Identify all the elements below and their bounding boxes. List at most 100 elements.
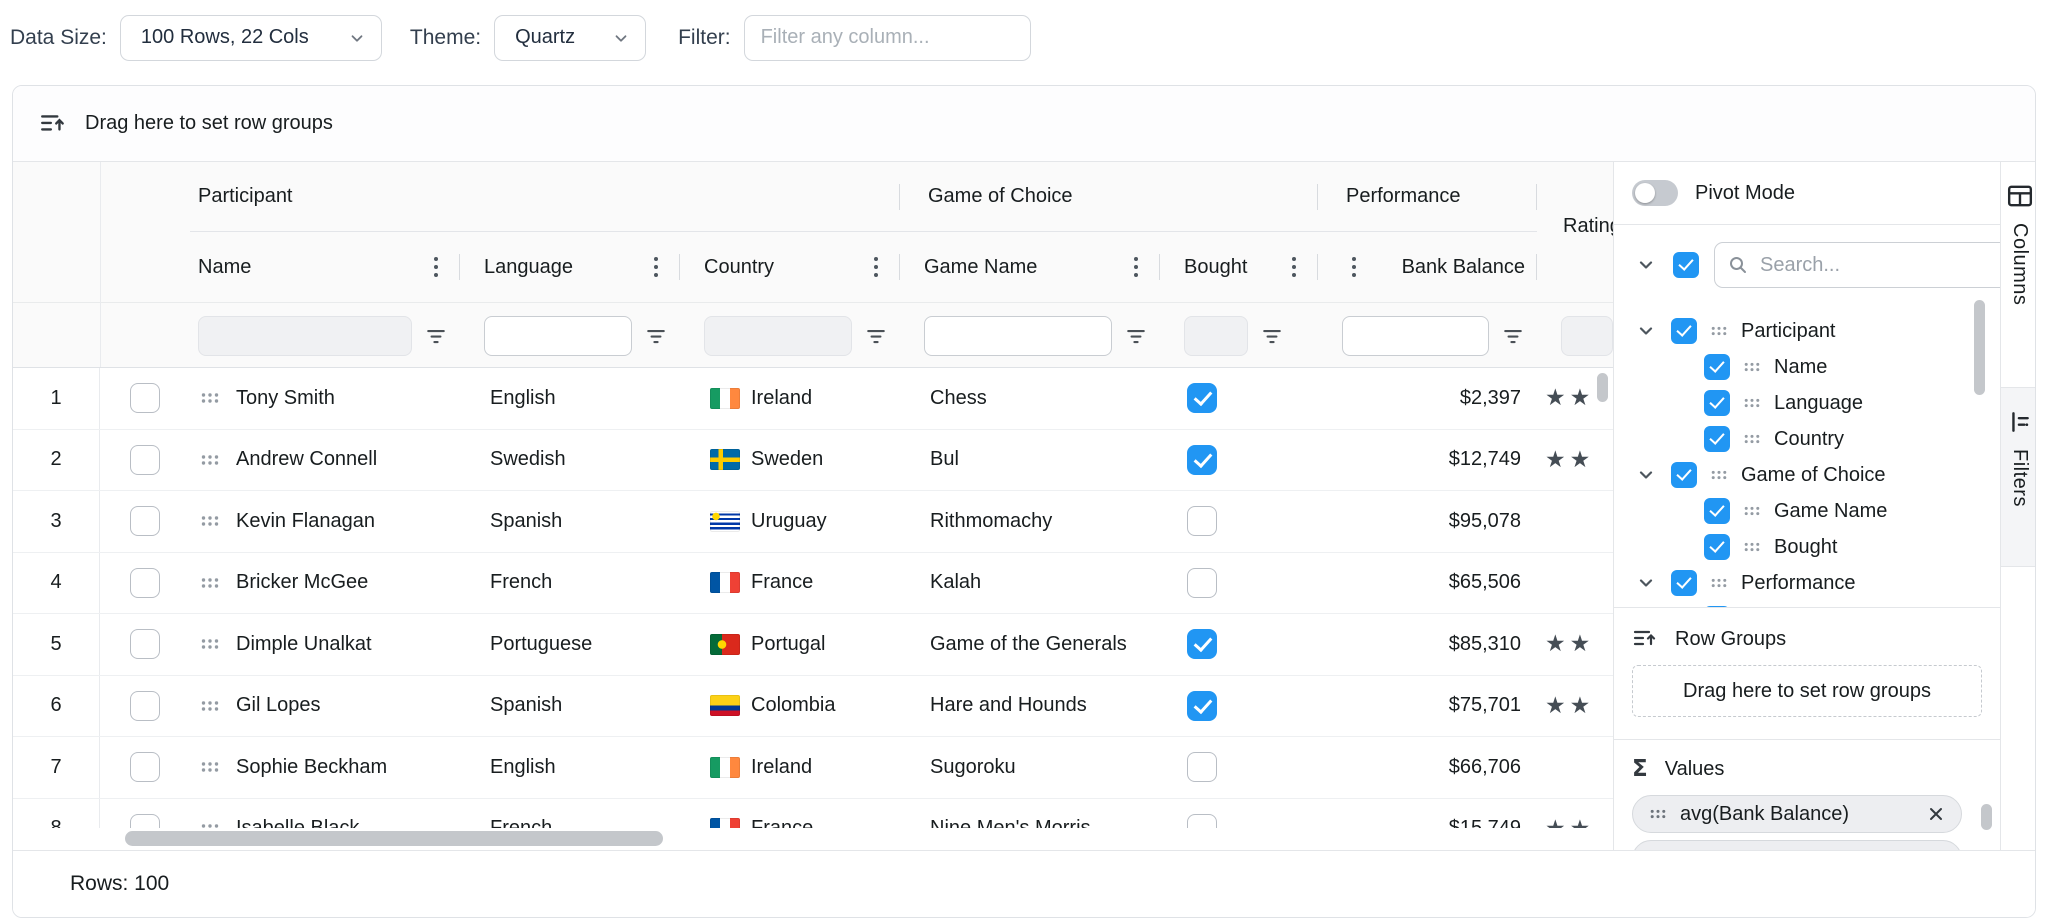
column-visibility-checkbox[interactable]: [1704, 354, 1730, 380]
header-country[interactable]: Country: [680, 232, 900, 302]
column-search-input[interactable]: [1758, 252, 2000, 278]
values-scrollbar-thumb[interactable]: [1981, 804, 1992, 830]
value-chip[interactable]: avg(Rating): [1632, 840, 1962, 850]
column-tree-item[interactable]: Performance: [1614, 565, 2000, 601]
column-tree-item[interactable]: Country: [1614, 421, 2000, 457]
bank-balance-filter-input[interactable]: [1342, 315, 1489, 356]
bought-checkbox[interactable]: [1187, 383, 1217, 414]
group-header-participant[interactable]: Participant: [190, 162, 900, 232]
column-drag-handle[interactable]: [1743, 539, 1761, 555]
value-chip[interactable]: avg(Bank Balance): [1632, 795, 1962, 833]
bought-checkbox[interactable]: [1187, 690, 1217, 721]
row-drag-handle[interactable]: [200, 574, 220, 592]
column-menu-icon[interactable]: [424, 265, 448, 269]
game-name-filter-input[interactable]: [924, 315, 1112, 356]
column-menu-icon[interactable]: [1282, 265, 1306, 269]
column-drag-handle[interactable]: [1743, 395, 1761, 411]
bought-checkbox[interactable]: [1187, 506, 1217, 537]
column-drag-handle[interactable]: [1743, 503, 1761, 519]
close-icon[interactable]: [1927, 805, 1945, 823]
row-checkbox[interactable]: [130, 444, 160, 475]
horizontal-scrollbar[interactable]: [13, 828, 1613, 850]
column-tree-item[interactable]: Bought: [1614, 529, 2000, 565]
row-checkbox[interactable]: [130, 567, 160, 598]
chip-drag-handle[interactable]: [1649, 806, 1667, 822]
column-drag-handle[interactable]: [1710, 575, 1728, 591]
column-visibility-checkbox[interactable]: [1671, 570, 1697, 596]
group-header-game-of-choice[interactable]: Game of Choice: [900, 162, 1318, 232]
row-drag-handle[interactable]: [200, 635, 220, 653]
column-visibility-checkbox[interactable]: [1671, 462, 1697, 488]
vertical-scrollbar-thumb[interactable]: [1597, 373, 1608, 402]
horizontal-scrollbar-thumb[interactable]: [125, 831, 663, 846]
column-drag-handle[interactable]: [1743, 431, 1761, 447]
theme-select[interactable]: Quartz: [494, 14, 647, 61]
column-visibility-checkbox[interactable]: [1671, 318, 1697, 344]
column-drag-handle[interactable]: [1710, 467, 1728, 483]
row-drag-handle[interactable]: [200, 697, 220, 715]
row-checkbox[interactable]: [130, 383, 160, 414]
column-drag-handle[interactable]: [1710, 323, 1728, 339]
header-bought[interactable]: Bought: [1160, 232, 1318, 302]
column-visibility-checkbox[interactable]: [1704, 534, 1730, 560]
bought-checkbox[interactable]: [1187, 629, 1217, 660]
bought-filter-input[interactable]: [1184, 315, 1248, 356]
bought-checkbox[interactable]: [1187, 752, 1217, 783]
group-header-performance[interactable]: Performance: [1318, 162, 1537, 232]
tree-scrollbar-thumb[interactable]: [1974, 300, 1985, 395]
column-visibility-checkbox[interactable]: [1704, 606, 1730, 607]
filter-icon[interactable]: [1112, 325, 1160, 347]
tab-columns[interactable]: Columns: [2001, 162, 2035, 387]
row-checkbox[interactable]: [130, 506, 160, 537]
column-tree-item[interactable]: [1614, 601, 2000, 607]
language-filter-input[interactable]: [484, 315, 632, 356]
row-drag-handle[interactable]: [200, 512, 220, 530]
row-checkbox[interactable]: [130, 813, 160, 828]
chevron-down-icon[interactable]: [1636, 321, 1658, 341]
chevron-down-icon[interactable]: [1636, 465, 1658, 485]
row-group-dropzone-bar[interactable]: Drag here to set row groups: [13, 86, 2035, 162]
column-tree-item[interactable]: Language: [1614, 385, 2000, 421]
rating-filter-input[interactable]: [1561, 315, 1613, 356]
chevron-down-icon[interactable]: [1636, 573, 1658, 593]
row-checkbox[interactable]: [130, 690, 160, 721]
column-visibility-checkbox[interactable]: [1704, 390, 1730, 416]
column-menu-icon[interactable]: [864, 265, 888, 269]
row-drag-handle[interactable]: [200, 758, 220, 776]
name-filter-input[interactable]: [198, 315, 412, 356]
filter-icon[interactable]: [412, 325, 460, 347]
header-bank-balance[interactable]: Bank Balance: [1318, 232, 1537, 302]
tab-filters[interactable]: Filters: [2001, 387, 2035, 567]
header-language[interactable]: Language: [460, 232, 680, 302]
row-drag-handle[interactable]: [200, 389, 220, 407]
bought-checkbox[interactable]: [1187, 813, 1217, 828]
column-search-box[interactable]: [1714, 242, 2000, 288]
bought-checkbox[interactable]: [1187, 567, 1217, 598]
row-checkbox[interactable]: [130, 629, 160, 660]
column-tree-item[interactable]: Participant: [1614, 313, 2000, 349]
row-checkbox[interactable]: [130, 752, 160, 783]
header-name[interactable]: Name: [190, 232, 460, 302]
row-drag-handle[interactable]: [200, 451, 220, 469]
column-visibility-checkbox[interactable]: [1704, 498, 1730, 524]
column-menu-icon[interactable]: [1124, 265, 1148, 269]
data-size-select[interactable]: 100 Rows, 22 Cols: [119, 14, 382, 61]
filter-icon[interactable]: [632, 325, 680, 347]
select-all-columns-checkbox[interactable]: [1673, 252, 1699, 278]
column-tree-item[interactable]: Game of Choice: [1614, 457, 2000, 493]
column-drag-handle[interactable]: [1743, 359, 1761, 375]
row-drag-handle[interactable]: [200, 820, 220, 828]
column-menu-icon[interactable]: [644, 265, 668, 269]
column-tree-item[interactable]: Name: [1614, 349, 2000, 385]
column-menu-icon[interactable]: [1342, 265, 1366, 269]
filter-icon[interactable]: [1248, 325, 1296, 347]
expand-collapse-all-icon[interactable]: [1636, 255, 1658, 275]
bought-checkbox[interactable]: [1187, 444, 1217, 475]
pivot-mode-toggle[interactable]: [1632, 180, 1678, 206]
column-visibility-checkbox[interactable]: [1704, 426, 1730, 452]
filter-icon[interactable]: [1489, 325, 1537, 347]
country-filter-input[interactable]: [704, 315, 852, 356]
header-rating[interactable]: Rating: [1563, 215, 1613, 237]
filter-icon[interactable]: [852, 325, 900, 347]
header-game-name[interactable]: Game Name: [900, 232, 1160, 302]
